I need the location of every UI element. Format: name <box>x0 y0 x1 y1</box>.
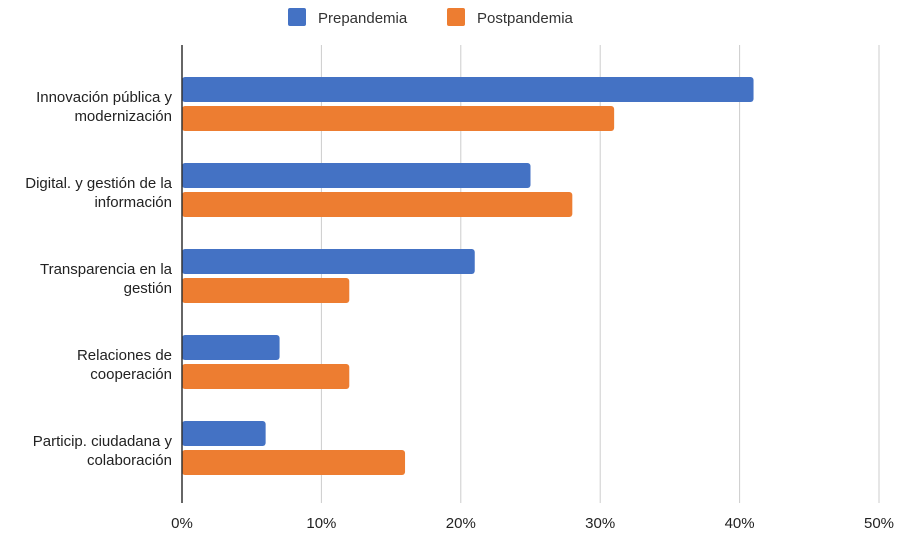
category-label-line: Digital. y gestión de la <box>25 175 172 192</box>
category-label-line: Innovación pública y <box>36 89 172 106</box>
bar-prepandemia <box>182 249 475 274</box>
legend-swatch <box>447 8 465 26</box>
bar-postpandemia <box>182 364 350 389</box>
bar-postpandemia <box>182 106 615 131</box>
category-label: Relaciones de cooperación <box>77 347 172 383</box>
bar-postpandemia <box>182 450 406 475</box>
bar-prepandemia <box>182 163 531 188</box>
category-label-line: colaboración <box>87 452 172 469</box>
bar-prepandemia <box>182 77 754 102</box>
category-label-line: cooperación <box>90 366 172 383</box>
legend-swatch <box>288 8 306 26</box>
bars <box>182 77 754 475</box>
x-tick-label: 0% <box>171 515 193 532</box>
x-tick-label: 40% <box>725 515 755 532</box>
x-tick-labels: 0% 10% 20% 30% 40% 50% <box>171 515 894 532</box>
x-tick-label: 50% <box>864 515 894 532</box>
category-label: Transparencia en la gestión <box>40 261 173 297</box>
category-label: Particip. ciudadana y colaboración <box>33 433 173 469</box>
category-label-line: modernización <box>74 108 172 125</box>
bar-postpandemia <box>182 192 573 217</box>
legend-label: Prepandemia <box>318 10 408 27</box>
category-label-line: Relaciones de <box>77 347 172 364</box>
bar-postpandemia <box>182 278 350 303</box>
x-tick-label: 10% <box>306 515 336 532</box>
legend-label: Postpandemia <box>477 10 574 27</box>
category-label-line: información <box>94 194 172 211</box>
bar-prepandemia <box>182 335 280 360</box>
legend: Prepandemia Postpandemia <box>288 8 574 27</box>
x-tick-label: 20% <box>446 515 476 532</box>
category-labels: Innovación pública y modernización Digital… <box>25 89 172 469</box>
x-tick-label: 30% <box>585 515 615 532</box>
category-label: Digital. y gestión de la información <box>25 175 172 211</box>
category-label-line: gestión <box>124 280 172 297</box>
category-label-line: Transparencia en la <box>40 261 173 278</box>
category-label: Innovación pública y modernización <box>36 89 172 125</box>
bar-prepandemia <box>182 421 266 446</box>
category-label-line: Particip. ciudadana y <box>33 433 173 450</box>
